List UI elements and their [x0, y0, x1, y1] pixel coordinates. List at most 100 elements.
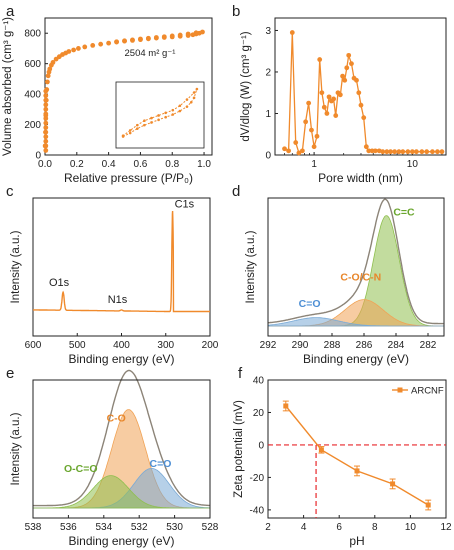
panel-b-ylabel: dV/dlog (W) (cm³ g⁻¹)	[240, 31, 252, 141]
panel-a-point	[145, 35, 151, 41]
panel-b-point	[400, 149, 406, 155]
panel-a-inset-point	[150, 121, 153, 124]
panel-d-xlabel: Binding energy (eV)	[303, 352, 409, 366]
panel-c-xtick-label: 400	[113, 340, 130, 351]
panel-f-xtick-label: 10	[405, 522, 417, 533]
panel-a-point	[43, 102, 49, 108]
panel-d-component-label: C-O/C-N	[340, 271, 381, 283]
panel-e-xlabel: Binding energy (eV)	[68, 534, 174, 548]
panel-b-point	[321, 104, 327, 110]
panel-a-inset-point	[135, 123, 139, 127]
panel-a-xtick-label: 0.6	[133, 159, 147, 170]
panel-a-point	[177, 32, 183, 38]
panel-c-xtick-label: 300	[157, 340, 174, 351]
panel-a-point	[45, 73, 51, 79]
panel-f-xtick-label: 2	[265, 522, 271, 533]
panel-a-point	[43, 125, 49, 130]
panel-b-point	[333, 113, 339, 118]
panel-a-point	[43, 134, 49, 140]
panel-a-ytick-label: 600	[24, 59, 41, 70]
panel-a-isotherm: 0.0 0.2 0.4 0.6 0.8 1.0 0 200 400 600 800 Relative …	[2, 17, 213, 185]
panel-b-point	[342, 77, 348, 83]
panel-a-point	[76, 46, 81, 51]
panel-e-component-label: C=O	[149, 458, 171, 470]
panel-a-ytick-label: 0	[35, 151, 41, 162]
panel-b-point	[303, 119, 309, 125]
panel-b-point	[282, 146, 287, 152]
panel-b-xtick-label: 10	[407, 159, 419, 170]
panel-a-point	[43, 106, 49, 112]
panel-d-envelope	[267, 198, 444, 325]
panel-b-point	[439, 149, 445, 155]
panel-b-point	[388, 149, 393, 155]
panel-letter-a: a	[6, 3, 15, 20]
panel-a-frame	[44, 17, 213, 156]
panel-a-point	[122, 38, 127, 44]
panel-b-point	[331, 96, 337, 102]
panel-a-inset-point	[171, 113, 175, 116]
panel-c-xtick-label: 600	[25, 340, 42, 351]
panel-f-line	[285, 405, 429, 506]
panel-a-xtick-label: 0.2	[70, 159, 84, 170]
panel-a-inset-point	[143, 119, 146, 123]
panel-e-xtick-label: 532	[131, 522, 148, 533]
panel-a-point	[90, 43, 96, 48]
panel-b-xtick-label: 1	[311, 159, 317, 170]
panel-b-point	[363, 144, 369, 150]
panel-a-point	[43, 129, 48, 135]
panel-b-point	[392, 149, 398, 155]
panel-d-c1s-spectrum: 292 290 288 286 284 282 Binding energy (eV) Int…	[245, 197, 445, 366]
panel-a-inset-point	[128, 131, 132, 135]
panel-b-point	[306, 100, 312, 106]
panel-f-legend-label: ARCNF	[411, 386, 444, 397]
panel-f-ylabel: Zeta potential (mV)	[233, 400, 245, 498]
panel-a-inset-point	[171, 108, 175, 112]
panel-b-point	[286, 148, 291, 154]
panel-a-point	[138, 36, 143, 42]
panel-a-point	[193, 30, 199, 36]
panel-b-point	[414, 149, 419, 155]
panel-a-inset-point	[189, 100, 193, 104]
panel-a-point	[71, 47, 77, 53]
panel-b-point	[293, 140, 299, 145]
panel-c-peak-label: O1s	[49, 277, 70, 289]
panel-a-point	[43, 120, 49, 126]
panel-letter-e: e	[6, 365, 14, 382]
panel-letter-c: c	[6, 183, 14, 200]
panel-b-ytick-label: 0	[265, 151, 271, 162]
panel-b-point	[324, 111, 330, 116]
panel-e-xtick-label: 538	[25, 522, 42, 533]
panel-a-point	[169, 33, 175, 39]
panel-a-ytick-label: 800	[24, 29, 41, 40]
panel-c-xlabel: Binding energy (eV)	[68, 352, 174, 366]
panel-a-xtick-label: 0.0	[38, 159, 52, 170]
panel-b-point	[435, 149, 440, 155]
panel-b-point	[372, 148, 378, 154]
panel-f-point	[354, 468, 360, 474]
panel-c-xtick-label: 500	[69, 340, 86, 351]
panel-a-point	[43, 97, 49, 103]
panel-b-point	[424, 149, 430, 155]
panel-a-inset-point	[157, 114, 160, 117]
panel-d-frame	[267, 197, 445, 337]
panel-a-inset-point	[150, 116, 153, 120]
panel-e-o1s-spectrum: 538 536 534 532 530 528 Binding energy (eV) Int…	[10, 369, 219, 548]
panel-f-xtick-label: 6	[336, 522, 342, 533]
panel-a-inset-point	[178, 109, 182, 113]
panel-b-ytick-label: 1	[265, 109, 271, 120]
panel-b-point	[349, 61, 354, 67]
panel-e-xtick-label: 528	[202, 522, 219, 533]
panel-d-component-label: C=O	[299, 298, 321, 310]
panel-b-point	[419, 149, 425, 155]
panel-b-point	[289, 30, 295, 35]
panel-a-point	[185, 31, 191, 37]
panel-a-annotation: 2504 m² g⁻¹	[125, 48, 176, 59]
panel-a-point	[98, 41, 104, 47]
panel-c-peak-label: C1s	[175, 198, 195, 210]
panel-a-point	[200, 29, 205, 35]
panel-b-point	[344, 65, 350, 71]
panel-a-inset-point	[178, 104, 182, 108]
panel-b-point	[366, 148, 372, 154]
panel-f-xlabel: pH	[349, 534, 364, 548]
